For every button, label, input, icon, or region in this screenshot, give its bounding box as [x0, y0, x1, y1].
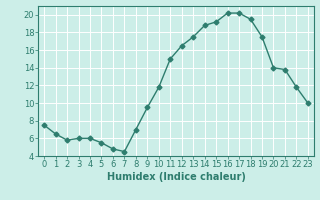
X-axis label: Humidex (Indice chaleur): Humidex (Indice chaleur): [107, 172, 245, 182]
